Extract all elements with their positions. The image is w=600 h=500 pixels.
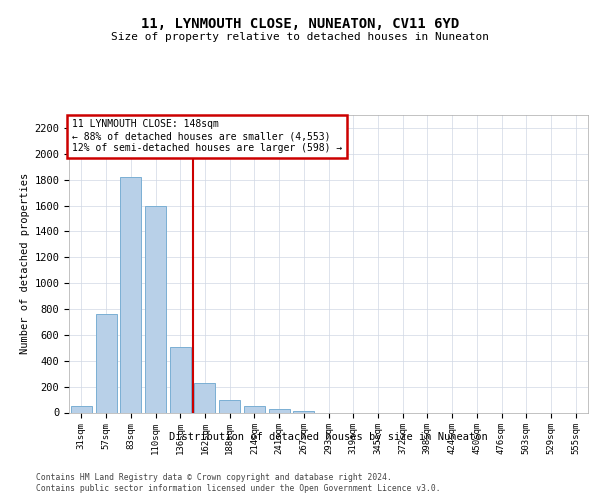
Bar (170, 346, 191, 412)
Bar (120, 177, 141, 412)
Bar (244, 406, 265, 412)
Bar (293, 411, 314, 412)
Text: Distribution of detached houses by size in Nuneaton: Distribution of detached houses by size … (169, 432, 488, 442)
Bar (71, 406, 92, 412)
Bar (95, 314, 116, 412)
Text: Contains HM Land Registry data © Crown copyright and database right 2024.: Contains HM Land Registry data © Crown c… (36, 472, 392, 482)
Bar (145, 206, 166, 412)
Bar (269, 410, 290, 412)
Text: Contains public sector information licensed under the Open Government Licence v3: Contains public sector information licen… (36, 484, 440, 493)
Text: 11 LYNMOUTH CLOSE: 148sqm
← 88% of detached houses are smaller (4,553)
12% of se: 11 LYNMOUTH CLOSE: 148sqm ← 88% of detac… (71, 120, 342, 152)
Text: 11, LYNMOUTH CLOSE, NUNEATON, CV11 6YD: 11, LYNMOUTH CLOSE, NUNEATON, CV11 6YD (141, 18, 459, 32)
Text: Size of property relative to detached houses in Nuneaton: Size of property relative to detached ho… (111, 32, 489, 42)
Bar (194, 383, 215, 412)
Bar (219, 400, 240, 412)
Y-axis label: Number of detached properties: Number of detached properties (20, 173, 30, 354)
